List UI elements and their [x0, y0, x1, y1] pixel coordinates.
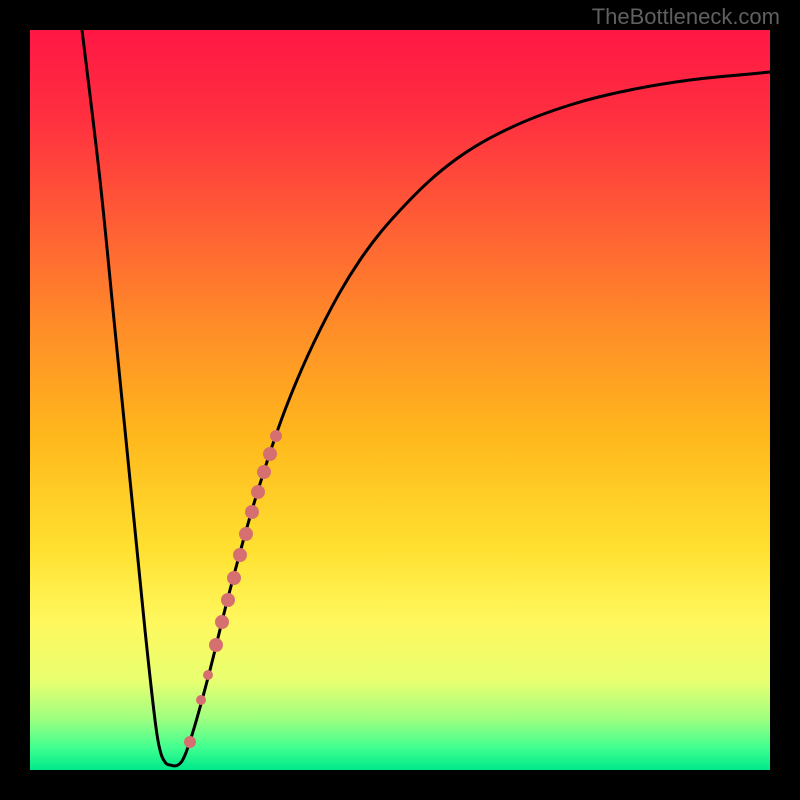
chart-container [30, 30, 770, 770]
watermark-text: TheBottleneck.com [592, 4, 780, 30]
data-marker [251, 485, 265, 499]
data-marker [209, 638, 223, 652]
data-marker [184, 736, 196, 748]
data-marker [245, 505, 259, 519]
data-marker [239, 527, 253, 541]
data-marker [221, 593, 235, 607]
data-marker [270, 430, 282, 442]
data-marker [233, 548, 247, 562]
data-marker [203, 670, 213, 680]
data-marker [257, 465, 271, 479]
data-marker [196, 695, 206, 705]
bottleneck-chart [30, 30, 770, 770]
data-marker [263, 447, 277, 461]
data-marker [215, 615, 229, 629]
chart-background [30, 30, 770, 770]
data-marker [227, 571, 241, 585]
